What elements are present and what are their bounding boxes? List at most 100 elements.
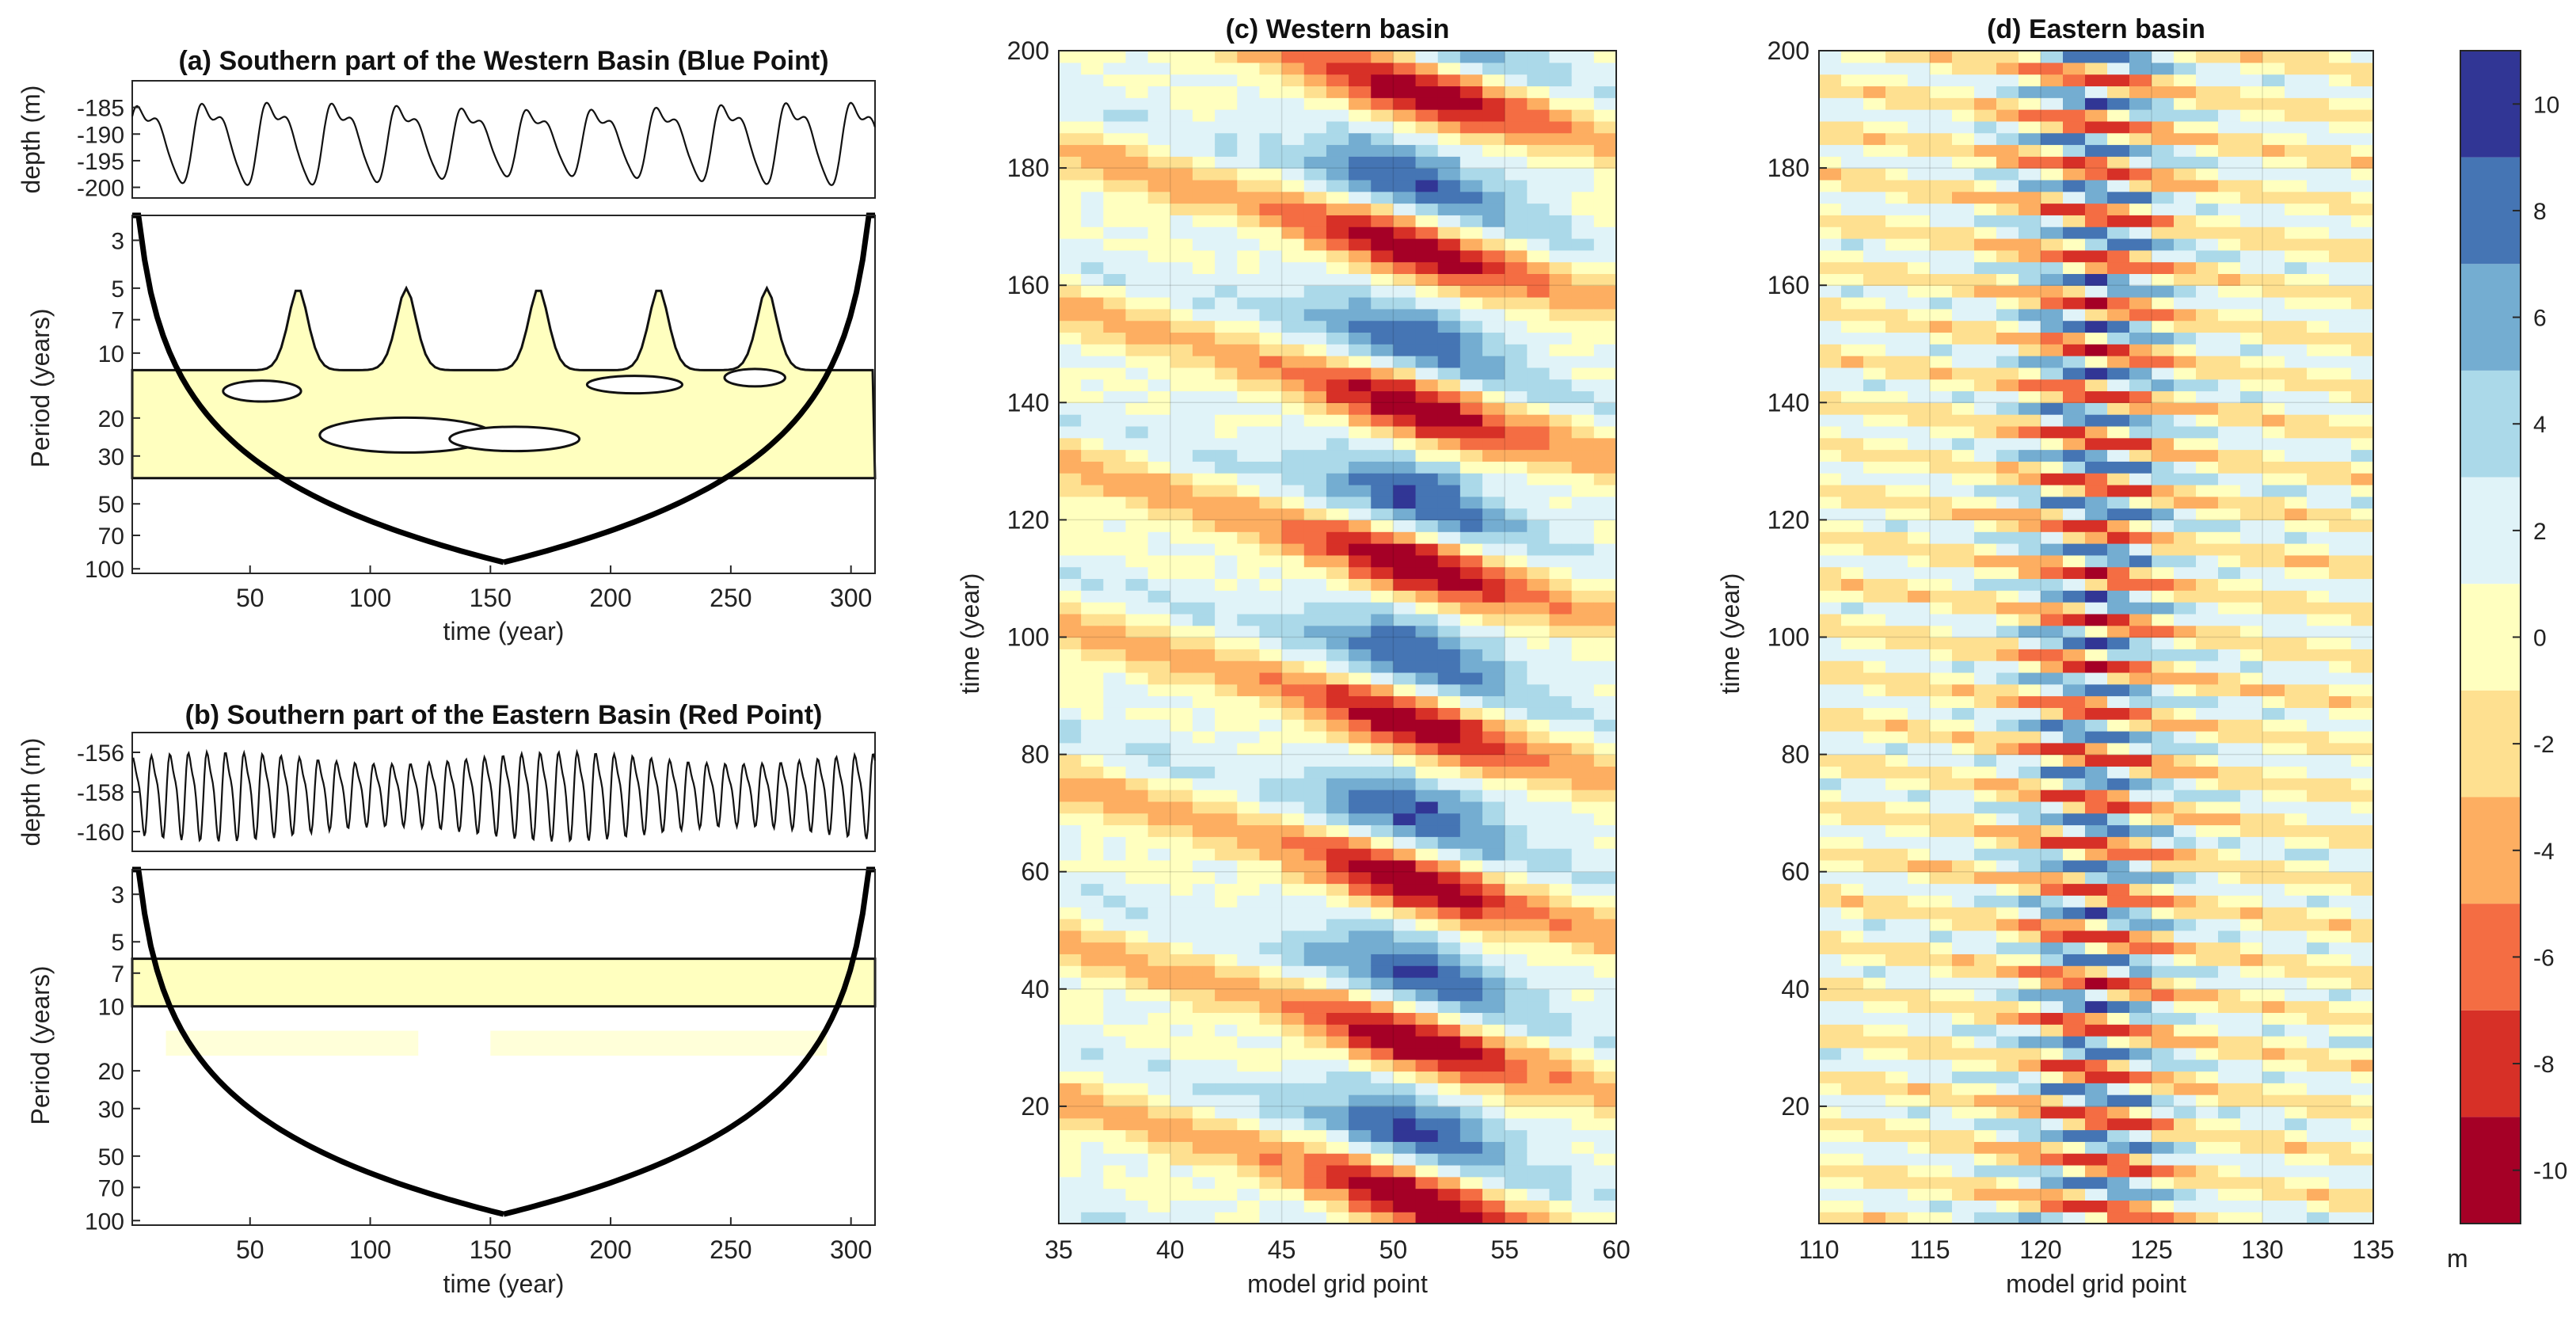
hovmoller-cell <box>1974 1200 1997 1212</box>
hovmoller-cell <box>2285 754 2308 767</box>
hovmoller-cell <box>2107 637 2130 649</box>
hovmoller-cell <box>2107 1012 2130 1025</box>
hovmoller-cell <box>1371 86 1394 98</box>
hovmoller-cell <box>1415 109 1439 122</box>
hovmoller-cell <box>1437 778 1461 790</box>
hovmoller-cell <box>1192 566 1216 580</box>
hovmoller-cell <box>1125 988 1149 1002</box>
hovmoller-cell <box>1952 836 1975 849</box>
hovmoller-cell <box>2107 179 2130 192</box>
hovmoller-cell <box>1841 988 1864 1002</box>
hovmoller-cell <box>1593 144 1617 157</box>
hovmoller-cell <box>1371 1012 1394 1025</box>
hovmoller-cell <box>1103 168 1127 181</box>
hovmoller-cell <box>2019 660 2041 673</box>
hovmoller-cell <box>1303 1153 1327 1166</box>
hovmoller-cell <box>1459 390 1483 403</box>
hovmoller-cell <box>1505 191 1528 204</box>
hovmoller-cell <box>1863 425 1886 439</box>
hovmoller-cell <box>1571 649 1595 661</box>
hovmoller-cell <box>1192 285 1216 298</box>
hovmoller-cell <box>1415 754 1439 767</box>
hovmoller-cell <box>1147 508 1171 520</box>
hovmoller-cell <box>2329 976 2352 990</box>
hovmoller-cell <box>2307 191 2330 204</box>
hovmoller-cell <box>2152 625 2175 638</box>
hovmoller-cell <box>1593 109 1617 122</box>
hovmoller-cell <box>1371 1071 1394 1083</box>
hovmoller-cell <box>1059 402 1082 415</box>
hovmoller-cell <box>1459 613 1483 626</box>
hovmoller-cell <box>1215 531 1238 544</box>
hovmoller-cell <box>2174 1012 2197 1025</box>
hovmoller-cell <box>1303 988 1327 1002</box>
hovmoller-cell <box>1326 707 1349 720</box>
hovmoller-cell <box>2174 320 2197 333</box>
hovmoller-cell <box>1081 660 1104 673</box>
hovmoller-cell <box>1863 496 1886 509</box>
hovmoller-cell <box>2129 62 2152 75</box>
hovmoller-cell <box>2041 1012 2064 1025</box>
hovmoller-cell <box>2041 449 2064 462</box>
hovmoller-cell <box>1527 1129 1551 1142</box>
hovmoller-cell <box>2041 660 2064 673</box>
hovmoller-cell <box>1885 1188 1908 1201</box>
hovmoller-cell <box>2218 86 2241 98</box>
hovmoller-cell <box>1170 1212 1193 1224</box>
hovmoller-cell <box>1885 379 1908 392</box>
hovmoller-cell <box>1482 168 1505 181</box>
hovmoller-cell <box>1259 683 1283 697</box>
hovmoller-cell <box>1952 965 1975 978</box>
hovmoller-cell <box>1147 742 1171 756</box>
hovmoller-cell <box>2152 62 2175 75</box>
hovmoller-cell <box>1930 320 1953 333</box>
hovmoller-cell <box>1147 249 1171 263</box>
hovmoller-cell <box>1059 51 1082 63</box>
hovmoller-cell <box>1505 144 1528 157</box>
hovmoller-cell <box>1081 895 1104 908</box>
hovmoller-cell <box>1571 437 1595 451</box>
hovmoller-cell <box>1819 402 1842 415</box>
hovmoller-cell <box>1930 1071 1953 1083</box>
hovmoller-cell <box>2174 1094 2197 1107</box>
panel-a-xlabel: time (year) <box>443 617 565 645</box>
hovmoller-cell <box>1505 742 1528 756</box>
hovmoller-cell <box>2107 297 2130 310</box>
hovmoller-cell <box>1952 344 1975 356</box>
hovmoller-cell <box>1237 144 1261 157</box>
wavelet-frame <box>131 869 876 1226</box>
hovmoller-cell <box>2085 543 2108 556</box>
hovmoller-cell <box>1326 778 1349 790</box>
hovmoller-cell <box>1974 730 1997 744</box>
hovmoller-cell <box>1103 1000 1127 1014</box>
hovmoller-cell <box>1482 730 1505 744</box>
hovmoller-cell <box>2196 613 2219 626</box>
hovmoller-cell <box>1593 1071 1617 1083</box>
hovmoller-cell <box>1952 976 1975 990</box>
hovmoller-cell <box>1571 1153 1595 1166</box>
hovmoller-cell <box>1885 918 1908 931</box>
hovmoller-cell <box>2262 953 2285 966</box>
hovmoller-cell <box>1125 97 1149 110</box>
hovmoller-cell <box>1415 778 1439 790</box>
hovmoller-cell <box>1303 332 1327 344</box>
hovmoller-cell <box>1974 1212 1997 1224</box>
hovmoller-cell <box>1081 602 1104 615</box>
hovmoller-cell <box>1908 249 1931 263</box>
hovmoller-cell <box>1170 988 1193 1002</box>
hovmoller-cell <box>1819 1129 1842 1142</box>
hovmoller-cell <box>1571 226 1595 239</box>
hovmoller-cell <box>2129 1094 2152 1107</box>
hovmoller-cell <box>2285 109 2308 122</box>
hovmoller-cell <box>2240 730 2263 744</box>
hovmoller-cell <box>1437 484 1461 497</box>
hovmoller-cell <box>1192 848 1216 861</box>
hovmoller-cell <box>2107 801 2130 814</box>
hovmoller-cell <box>2041 566 2064 580</box>
hovmoller-cell <box>1459 965 1483 978</box>
hovmoller-cell <box>1215 1106 1238 1119</box>
hovmoller-cell <box>1819 730 1842 744</box>
hovmoller-cell <box>1593 1059 1617 1072</box>
hovmoller-cell <box>1059 390 1082 403</box>
hovmoller-cell <box>1147 930 1171 943</box>
